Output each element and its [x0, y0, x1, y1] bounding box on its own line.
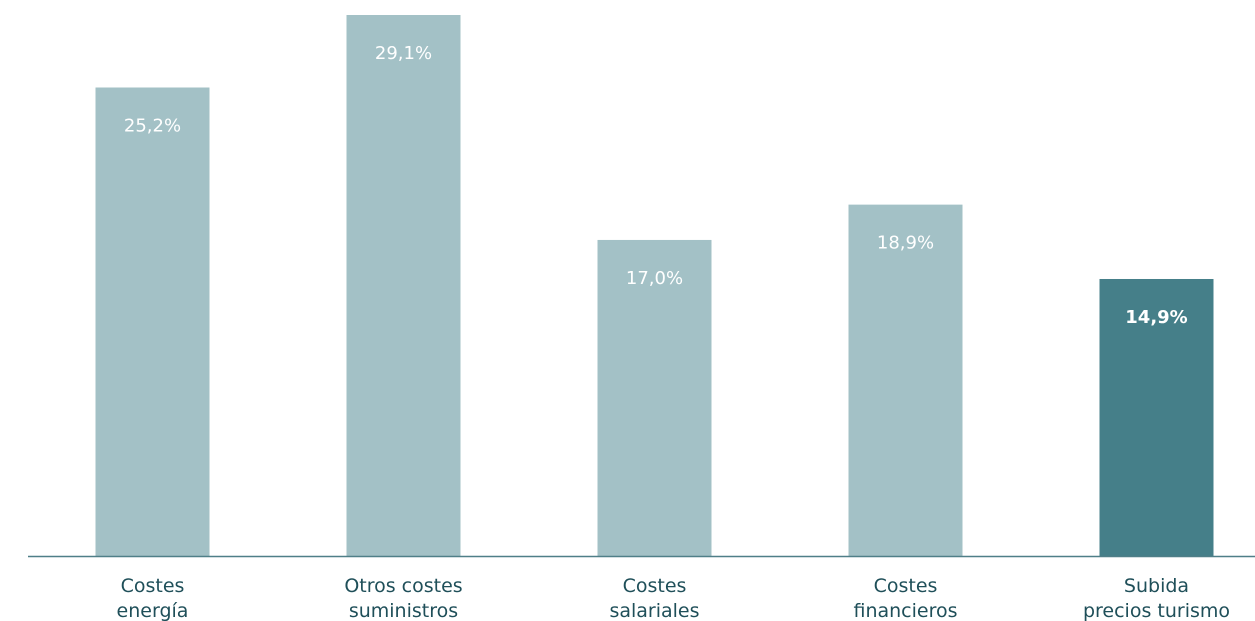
value-label-1: 25,2% — [124, 116, 181, 137]
category-label-3: Costes salariales — [609, 575, 699, 621]
category-label-line: Subida — [1124, 575, 1189, 597]
bar-2 — [346, 15, 461, 556]
category-label-line: Otros costes — [344, 575, 462, 597]
category-label-line: Costes — [623, 575, 687, 597]
category-label-line: suministros — [349, 600, 458, 621]
category-label-4: Costes financieros — [853, 575, 957, 621]
bar-4 — [848, 204, 963, 557]
bar-1 — [95, 87, 210, 556]
category-label-line: salariales — [609, 600, 699, 621]
value-label-2: 29,1% — [375, 43, 432, 64]
category-label-2: Otros costes suministros — [344, 575, 462, 621]
bars-group — [95, 15, 1214, 557]
value-label-3: 17,0% — [626, 268, 683, 289]
value-label-4: 18,9% — [877, 233, 934, 254]
category-label-line: Costes — [874, 575, 938, 597]
category-label-line: precios turismo — [1083, 600, 1230, 621]
category-label-1: Costes energía — [117, 575, 189, 621]
category-label-line: Costes — [121, 575, 185, 597]
bar-5 — [1099, 278, 1214, 556]
category-label-line: energía — [117, 600, 189, 621]
category-label-line: financieros — [853, 600, 957, 621]
category-label-5: Subida precios turismo — [1083, 575, 1230, 621]
bar-3 — [597, 239, 712, 556]
value-label-5: 14,9% — [1125, 307, 1187, 328]
category-labels-group: Costes energía Otros costes suministros Cost… — [117, 575, 1230, 621]
value-labels-group: 25,2% 29,1% 17,0% 18,9% 14,9% — [124, 43, 1188, 328]
